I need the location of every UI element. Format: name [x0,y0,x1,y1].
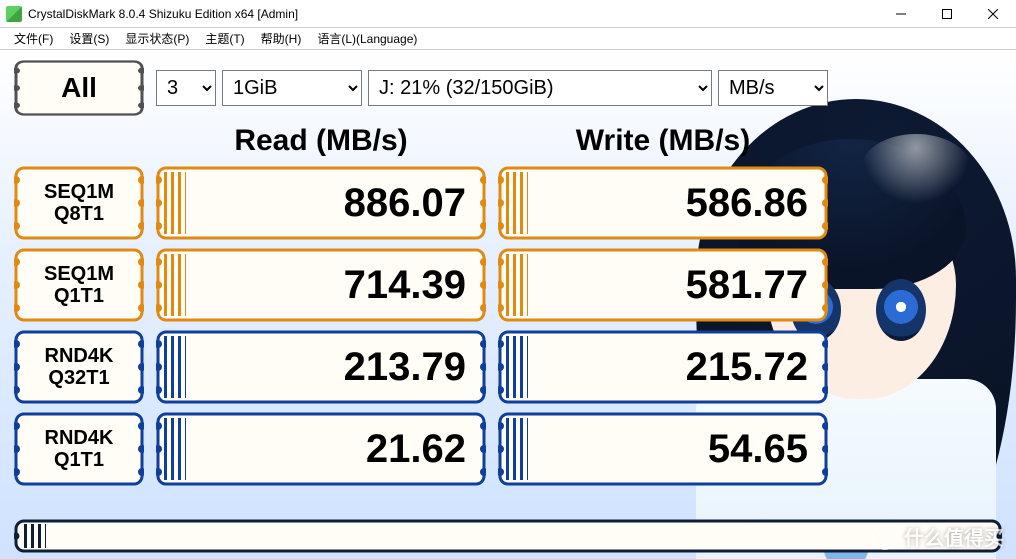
benchmark-grid: All 3 1GiB J: 21% (32/150GiB) MB/s Read … [14,60,1002,486]
size-select[interactable]: 1GiB [222,70,362,106]
read-rnd4k-q1t1: 21.62 [156,412,486,486]
watermark-text: 什么值得买 [904,522,1004,551]
write-rnd4k-q32t1: 215.72 [498,330,828,404]
read-rnd4k-q32t1: 213.79 [156,330,486,404]
status-bar[interactable] [14,519,1002,553]
menu-language[interactable]: 语言(L)(Language) [309,28,425,50]
app-icon [6,6,22,22]
test-button-rnd4k-q32t1[interactable]: RND4KQ32T1 [14,330,144,404]
client-area: All 3 1GiB J: 21% (32/150GiB) MB/s Read … [0,50,1016,559]
all-button-label: All [61,73,97,104]
menu-display[interactable]: 显示状态(P) [117,28,197,50]
write-seq1m-q1t1: 581.77 [498,248,828,322]
menubar: 文件(F) 设置(S) 显示状态(P) 主题(T) 帮助(H) 语言(L)(La… [0,28,1016,50]
close-button[interactable] [970,0,1016,28]
all-button[interactable]: All [14,60,144,116]
unit-select[interactable]: MB/s [718,70,828,106]
minimize-button[interactable] [878,0,924,28]
titlebar: CrystalDiskMark 8.0.4 Shizuku Edition x6… [0,0,1016,28]
test-button-rnd4k-q1t1[interactable]: RND4KQ1T1 [14,412,144,486]
write-seq1m-q8t1: 586.86 [498,166,828,240]
menu-theme[interactable]: 主题(T) [197,28,252,50]
read-seq1m-q8t1: 886.07 [156,166,486,240]
runs-select[interactable]: 3 [156,70,216,106]
header-read: Read (MB/s) [156,124,486,158]
menu-settings[interactable]: 设置(S) [61,28,117,50]
controls-row: 3 1GiB J: 21% (32/150GiB) MB/s [156,70,828,106]
maximize-button[interactable] [924,0,970,28]
write-rnd4k-q1t1: 54.65 [498,412,828,486]
read-seq1m-q1t1: 714.39 [156,248,486,322]
menu-help[interactable]: 帮助(H) [253,28,310,50]
test-button-seq1m-q1t1[interactable]: SEQ1MQ1T1 [14,248,144,322]
window-title: CrystalDiskMark 8.0.4 Shizuku Edition x6… [28,7,878,21]
menu-file[interactable]: 文件(F) [6,28,61,50]
drive-select[interactable]: J: 21% (32/150GiB) [368,70,712,106]
smile-icon [872,524,898,550]
header-write: Write (MB/s) [498,124,828,158]
test-button-seq1m-q8t1[interactable]: SEQ1MQ8T1 [14,166,144,240]
watermark: 什么值得买 [872,522,1004,551]
